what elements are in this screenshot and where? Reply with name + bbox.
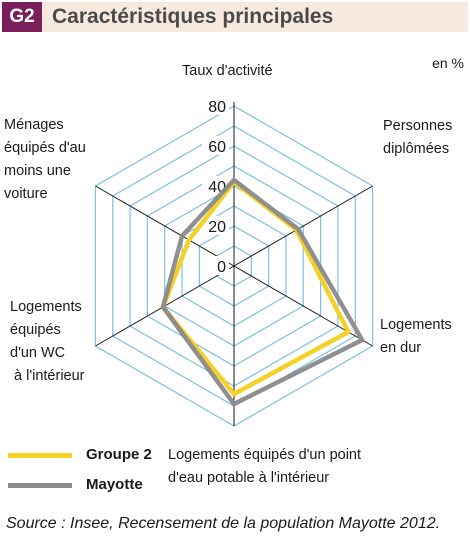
axis-label-diplomes: Personnes diplômées <box>383 115 452 161</box>
tick-label: 0 <box>217 259 226 276</box>
tick-label-background <box>202 216 229 235</box>
series-line-mayotte <box>160 177 365 407</box>
axis-label-voiture: Ménages équipés d'au moins une voiture <box>4 114 86 206</box>
tick-label-background <box>202 256 229 275</box>
tick-label: 60 <box>208 139 226 156</box>
axis-label-logements-dur: Logements en dur <box>380 314 452 360</box>
tick-label: 20 <box>208 219 226 236</box>
axis-label-line: équipés d'au <box>4 140 86 156</box>
axis-label-line: moins une <box>4 163 71 179</box>
tick-label-background <box>202 96 229 115</box>
legend-label: Groupe 2 <box>86 446 152 463</box>
axis-label-line: à l'intérieur <box>10 368 85 384</box>
tick-label-background <box>202 136 229 155</box>
source-note: Source : Insee, Recensement de la popula… <box>6 515 441 532</box>
axis-spoke <box>95 185 235 267</box>
axis-label-eau-potable: Logements équipés d'un point d'eau potabl… <box>168 444 361 490</box>
figure-title: Caractéristiques principales <box>52 5 334 28</box>
unit-label: en % <box>432 55 464 71</box>
axis-label-line: Logements équipés d'un point <box>168 447 362 463</box>
figure-badge: G2 <box>2 2 42 32</box>
axis-label-line: diplômées <box>383 141 450 157</box>
axis-label-line: Ménages <box>4 117 64 133</box>
axis-label-line: Logements <box>380 317 452 333</box>
axis-label-line: Logements <box>10 299 82 315</box>
axis-label-activite: Taux d'activité <box>182 60 273 83</box>
axis-label-line: voiture <box>4 186 48 202</box>
axis-label-line: d'un WC <box>10 345 66 361</box>
axis-spoke <box>233 185 373 267</box>
axis-label-line: Personnes <box>383 118 453 134</box>
legend-swatch <box>8 483 72 488</box>
tick-label: 80 <box>208 99 226 116</box>
legend-label: Mayotte <box>86 476 143 493</box>
axis-label-line: d'eau potable à l'intérieur <box>168 470 330 486</box>
axis-label-line: Taux d'activité <box>182 63 273 79</box>
axis-label-wc: Logements équipés d'un WC à l'intérieur <box>10 296 85 388</box>
figure-header: G2 Caractéristiques principales <box>2 2 468 32</box>
legend-swatch <box>8 453 72 458</box>
axis-label-line: équipés <box>10 322 61 338</box>
axis-label-line: en dur <box>380 340 422 356</box>
